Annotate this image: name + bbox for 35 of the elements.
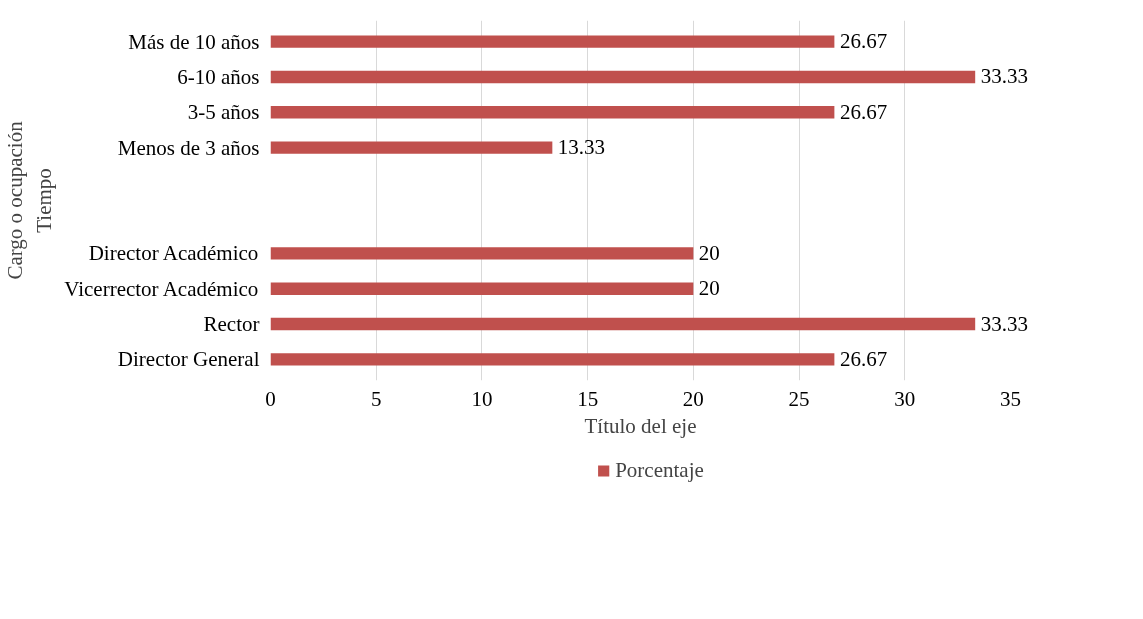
data-label: 33.33 bbox=[980, 63, 1028, 89]
x-axis-title: Título del eje bbox=[584, 413, 697, 438]
x-tick-label: 20 bbox=[682, 386, 704, 411]
data-label: 26.67 bbox=[839, 28, 888, 54]
data-label: 20 bbox=[698, 275, 720, 301]
bar bbox=[270, 353, 835, 366]
y-tick-label: Más de 10 años bbox=[128, 29, 260, 54]
y-tick-label: Menos de 3 años bbox=[117, 135, 260, 160]
bar bbox=[270, 317, 976, 331]
x-tick-label: 10 bbox=[471, 386, 493, 411]
x-tick-label: 35 bbox=[1000, 386, 1021, 411]
bar bbox=[270, 106, 835, 119]
x-tick-label: 25 bbox=[788, 386, 810, 411]
legend-label: Porcentaje bbox=[615, 457, 704, 483]
y-tick-label: Rector bbox=[203, 312, 260, 337]
x-tick-label: 15 bbox=[577, 386, 599, 411]
bar bbox=[270, 35, 835, 48]
bar bbox=[270, 70, 976, 84]
data-label: 33.33 bbox=[980, 311, 1028, 337]
y-tick-label: Director Académico bbox=[88, 241, 259, 266]
y-tick-label: 3-5 años bbox=[187, 100, 260, 125]
x-tick-label: 30 bbox=[894, 386, 916, 411]
x-tick-label: 0 bbox=[265, 386, 276, 411]
bar bbox=[270, 282, 694, 295]
y-tick-label: Director General bbox=[117, 347, 260, 372]
bar bbox=[270, 141, 553, 154]
y-tick-label: Vicerrector Académico bbox=[64, 276, 259, 301]
y-axis-title: Cargo o ocupación Tiempo bbox=[3, 120, 57, 280]
x-tick-label: 5 bbox=[370, 386, 382, 411]
data-label: 26.67 bbox=[839, 99, 888, 125]
y-tick-label: 6-10 años bbox=[177, 64, 260, 89]
data-label: 20 bbox=[698, 240, 720, 266]
data-label: 13.33 bbox=[557, 134, 606, 160]
bar bbox=[270, 247, 694, 260]
data-label: 26.67 bbox=[839, 346, 888, 372]
